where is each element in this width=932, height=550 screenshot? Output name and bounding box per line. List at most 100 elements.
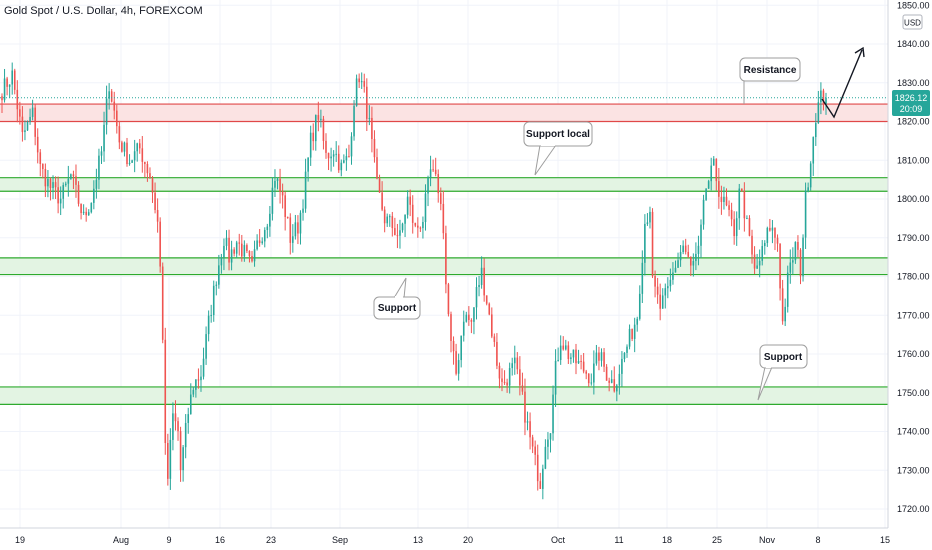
candle-body bbox=[419, 227, 422, 229]
candle-body bbox=[330, 156, 332, 159]
candle-body bbox=[144, 161, 146, 165]
candle-body bbox=[345, 156, 348, 161]
candle-body bbox=[445, 233, 447, 285]
candle-body bbox=[659, 294, 661, 309]
candle-body bbox=[674, 267, 677, 273]
candle-body bbox=[809, 163, 812, 188]
candle-body bbox=[309, 132, 312, 158]
candle-body bbox=[230, 249, 233, 263]
candle-body bbox=[77, 184, 80, 204]
candle-body bbox=[723, 196, 725, 203]
candle-body bbox=[358, 78, 360, 83]
candle-body bbox=[452, 340, 455, 352]
candle-body bbox=[792, 260, 794, 263]
candle-body bbox=[572, 349, 575, 358]
candle-body bbox=[797, 241, 799, 250]
price-tick-label: 1750.00 bbox=[897, 388, 930, 398]
candle-body bbox=[59, 198, 62, 204]
candle-body bbox=[516, 357, 519, 370]
candle-body bbox=[559, 345, 562, 360]
candle-body bbox=[261, 241, 264, 244]
time-tick-label: 13 bbox=[413, 535, 423, 545]
candle-body bbox=[679, 252, 682, 261]
candle-body bbox=[82, 211, 85, 214]
candle-body bbox=[256, 240, 258, 250]
callout-support-mid-label: Support bbox=[378, 303, 417, 314]
candle-body bbox=[508, 368, 511, 386]
candle-body bbox=[751, 235, 753, 255]
candle-body bbox=[289, 217, 292, 243]
candle-body bbox=[44, 169, 47, 187]
resistance-zone bbox=[0, 104, 888, 122]
candle-body bbox=[266, 226, 269, 231]
candle-body bbox=[149, 173, 151, 179]
candle-body bbox=[628, 328, 631, 347]
candle-body bbox=[682, 245, 684, 253]
candle-body bbox=[689, 256, 692, 266]
candle-body bbox=[100, 151, 103, 156]
candle-body bbox=[241, 243, 243, 257]
candle-body bbox=[618, 373, 621, 386]
candle-body bbox=[52, 182, 54, 188]
candle-body bbox=[442, 203, 445, 234]
candle-body bbox=[11, 70, 14, 85]
candle-body bbox=[80, 203, 82, 214]
candle-body bbox=[542, 468, 544, 489]
candle-body bbox=[730, 209, 733, 220]
candle-body bbox=[284, 195, 286, 217]
candle-body bbox=[72, 174, 75, 177]
candle-body bbox=[394, 228, 396, 236]
candle-body bbox=[613, 379, 616, 392]
candle-body bbox=[687, 251, 690, 257]
candle-body bbox=[503, 381, 506, 383]
candle-body bbox=[360, 81, 363, 83]
candle-body bbox=[580, 360, 582, 362]
candle-body bbox=[710, 165, 713, 182]
candle-body bbox=[669, 279, 672, 287]
candle-body bbox=[771, 227, 774, 231]
candle-body bbox=[427, 177, 429, 194]
candle-body bbox=[524, 391, 526, 423]
candle-body bbox=[539, 481, 542, 489]
candle-body bbox=[506, 382, 508, 386]
currency-badge[interactable]: USD bbox=[902, 14, 923, 30]
candle-body bbox=[57, 187, 59, 204]
candle-body bbox=[126, 142, 128, 165]
candle-body bbox=[700, 224, 702, 246]
candle-body bbox=[720, 196, 723, 203]
candle-body bbox=[672, 272, 674, 280]
candle-body bbox=[718, 181, 720, 197]
last-price-tag: 1826.12 20:09 bbox=[892, 90, 930, 116]
candle-body bbox=[817, 102, 820, 124]
candle-body bbox=[577, 360, 580, 364]
candle-body bbox=[590, 382, 593, 384]
candle-body bbox=[220, 257, 223, 266]
candle-body bbox=[312, 132, 315, 142]
time-tick-label: Oct bbox=[551, 535, 566, 545]
candle-body bbox=[585, 371, 587, 374]
time-tick-label: Aug bbox=[113, 535, 129, 545]
candle-body bbox=[26, 121, 29, 131]
candle-body bbox=[702, 199, 705, 225]
candle-body bbox=[526, 421, 529, 423]
candle-body bbox=[748, 218, 751, 236]
support-resistance-zones bbox=[0, 103, 888, 405]
candle-body bbox=[417, 225, 419, 228]
price-tick-label: 1730.00 bbox=[897, 465, 930, 475]
candle-body bbox=[24, 130, 26, 133]
price-axis[interactable]: 1720.00 1730.00 1740.00 1750.00 1760.00 1770.… bbox=[897, 0, 930, 514]
candle-body bbox=[460, 335, 462, 361]
candle-body bbox=[322, 118, 325, 141]
candle-body bbox=[215, 284, 218, 286]
candle-body bbox=[457, 360, 460, 374]
candle-body bbox=[195, 379, 197, 390]
candle-body bbox=[667, 286, 669, 289]
candle-body bbox=[406, 196, 409, 215]
candle-body bbox=[343, 160, 345, 163]
candle-body bbox=[21, 116, 24, 133]
candle-body bbox=[610, 379, 613, 383]
time-axis[interactable]: 19 Aug 9 16 23 Sep 13 20 Oct 11 18 25 Nov 8 15 bbox=[15, 535, 890, 545]
candle-body bbox=[128, 162, 131, 165]
candle-body bbox=[432, 169, 434, 171]
